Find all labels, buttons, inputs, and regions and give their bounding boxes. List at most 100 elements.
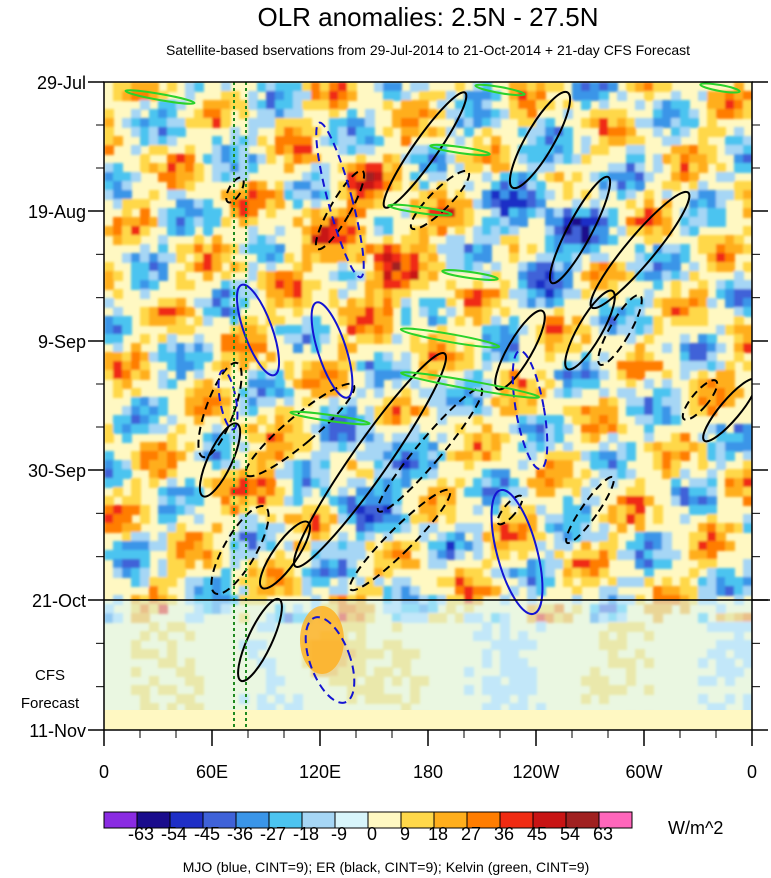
anomaly-cell	[455, 235, 465, 245]
anomaly-cell	[446, 91, 456, 101]
anomaly-cell	[428, 523, 438, 533]
anomaly-cell	[212, 388, 222, 398]
anomaly-cell	[635, 514, 645, 524]
anomaly-cell	[653, 586, 663, 596]
anomaly-cell	[455, 199, 465, 209]
anomaly-cell	[743, 523, 752, 533]
anomaly-cell	[545, 298, 555, 308]
anomaly-cell	[437, 343, 447, 353]
anomaly-cell	[122, 370, 132, 380]
anomaly-cell	[545, 487, 555, 497]
anomaly-cell	[410, 559, 420, 569]
anomaly-cell	[248, 244, 258, 254]
anomaly-cell	[518, 523, 528, 533]
anomaly-cell	[572, 388, 582, 398]
anomaly-cell	[284, 298, 294, 308]
anomaly-cell	[140, 406, 150, 416]
anomaly-cell	[284, 154, 294, 164]
anomaly-cell	[689, 478, 699, 488]
anomaly-cell	[725, 541, 735, 551]
anomaly-cell	[212, 217, 222, 227]
anomaly-cell	[725, 289, 735, 299]
anomaly-cell	[374, 316, 384, 326]
x-tick-label-6: 0	[747, 762, 757, 782]
anomaly-cell	[221, 91, 231, 101]
anomaly-cell	[311, 181, 321, 191]
anomaly-cell	[302, 280, 312, 290]
anomaly-cell	[284, 190, 294, 200]
anomaly-cell	[374, 505, 384, 515]
anomaly-cell	[158, 118, 168, 128]
anomaly-cell	[455, 244, 465, 254]
anomaly-cell	[671, 289, 681, 299]
anomaly-cell	[347, 208, 357, 218]
anomaly-cell	[347, 253, 357, 263]
anomaly-cell	[113, 541, 123, 551]
anomaly-cell	[464, 127, 474, 137]
anomaly-cell	[527, 91, 537, 101]
anomaly-cell	[608, 424, 618, 434]
anomaly-cell	[671, 550, 681, 560]
anomaly-cell	[644, 433, 654, 443]
anomaly-cell	[113, 307, 123, 317]
anomaly-cell	[302, 298, 312, 308]
anomaly-cell	[500, 199, 510, 209]
anomaly-cell	[428, 496, 438, 506]
anomaly-cell	[194, 397, 204, 407]
anomaly-cell	[248, 568, 258, 578]
anomaly-cell	[203, 271, 213, 281]
anomaly-cell	[743, 334, 752, 344]
anomaly-cell	[473, 163, 483, 173]
anomaly-cell	[203, 109, 213, 119]
anomaly-cell	[563, 325, 573, 335]
anomaly-cell	[257, 82, 267, 92]
anomaly-cell	[527, 379, 537, 389]
anomaly-cell	[410, 127, 420, 137]
kelvin-contour	[387, 203, 453, 217]
anomaly-cell	[509, 244, 519, 254]
anomaly-cell	[698, 154, 708, 164]
anomaly-cell	[527, 100, 537, 110]
anomaly-cell	[707, 334, 717, 344]
anomaly-cell	[302, 82, 312, 92]
anomaly-cell	[158, 334, 168, 344]
anomaly-cell	[302, 244, 312, 254]
anomaly-cell	[149, 253, 159, 263]
anomaly-cell	[275, 100, 285, 110]
anomaly-cell	[212, 586, 222, 596]
anomaly-cell	[257, 577, 267, 587]
anomaly-cell	[293, 577, 303, 587]
anomaly-cell	[140, 541, 150, 551]
anomaly-cell	[104, 109, 114, 119]
anomaly-cell	[347, 505, 357, 515]
anomaly-cell	[347, 424, 357, 434]
anomaly-cell	[419, 82, 429, 92]
anomaly-cell	[302, 397, 312, 407]
er-contour	[376, 387, 484, 513]
anomaly-cell	[725, 397, 735, 407]
kelvin-contour	[124, 89, 196, 105]
anomaly-cell	[347, 145, 357, 155]
anomaly-cell	[356, 136, 366, 146]
anomaly-cell	[221, 172, 231, 182]
anomaly-cell	[437, 217, 447, 227]
anomaly-cell	[491, 190, 501, 200]
anomaly-cell	[446, 235, 456, 245]
anomaly-cell	[545, 262, 555, 272]
anomaly-cell	[671, 253, 681, 263]
anomaly-cell	[518, 406, 528, 416]
anomaly-cell	[518, 217, 528, 227]
anomaly-cell	[653, 235, 663, 245]
anomaly-cell	[707, 109, 717, 119]
anomaly-cell	[491, 271, 501, 281]
anomaly-cell	[212, 451, 222, 461]
anomaly-cell	[212, 460, 222, 470]
anomaly-cell	[320, 577, 330, 587]
anomaly-cell	[212, 289, 222, 299]
anomaly-cell	[455, 100, 465, 110]
anomaly-cell	[401, 118, 411, 128]
anomaly-cell	[599, 370, 609, 380]
anomaly-cell	[113, 136, 123, 146]
anomaly-cell	[563, 568, 573, 578]
anomaly-cell	[473, 568, 483, 578]
